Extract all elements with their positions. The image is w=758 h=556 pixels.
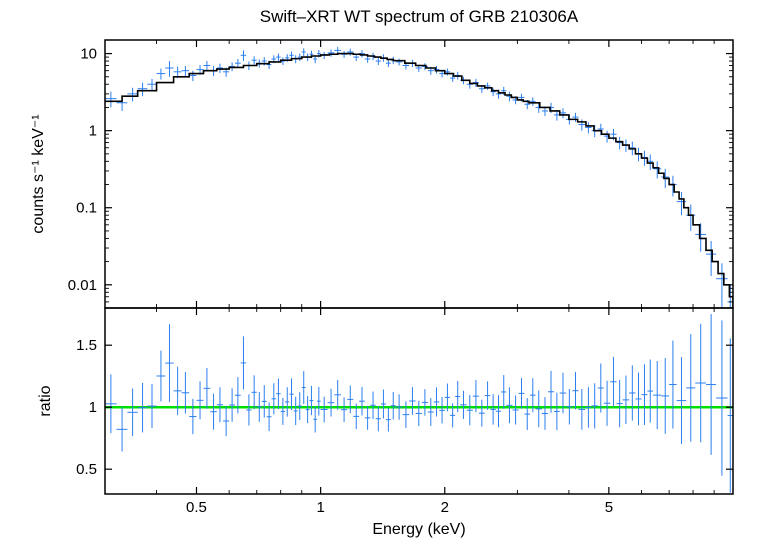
ytick-label: 1: [89, 399, 97, 416]
xtick-label: 0.5: [186, 499, 207, 516]
bottom-ylabel: ratio: [37, 385, 54, 416]
ytick-label: 0.5: [76, 461, 97, 478]
top-panel: 0.01 0.1 1 10 counts s⁻¹ keV⁻¹: [30, 40, 733, 308]
ytick-label: 0.01: [68, 277, 97, 294]
model-curve: [105, 54, 733, 308]
ytick-label: 1: [89, 123, 97, 140]
bottom-panel: 0.5 1 1.5 0.5 1 2 5 ratio: [37, 308, 733, 516]
xlabel: Energy (keV): [372, 521, 465, 538]
ytick-label: 10: [80, 46, 97, 63]
ytick-label: 1.5: [76, 337, 97, 354]
spectrum-figure: Swift–XRT WT spectrum of GRB 210306A 0.01…: [0, 0, 758, 556]
chart-title: Swift–XRT WT spectrum of GRB 210306A: [260, 7, 579, 26]
top-yaxis-ticks: 0.01 0.1 1 10: [68, 46, 733, 302]
top-ylabel: counts s⁻¹ keV⁻¹: [30, 114, 47, 233]
xtick-label: 1: [316, 499, 324, 516]
ytick-label: 0.1: [76, 200, 97, 217]
xtick-label: 2: [441, 499, 449, 516]
top-xaxis-ticks: [105, 40, 714, 308]
spectrum-data: [105, 47, 733, 308]
ratio-data: [105, 314, 733, 492]
bottom-xaxis-ticks: 0.5 1 2 5: [105, 308, 714, 516]
xtick-label: 5: [605, 499, 613, 516]
